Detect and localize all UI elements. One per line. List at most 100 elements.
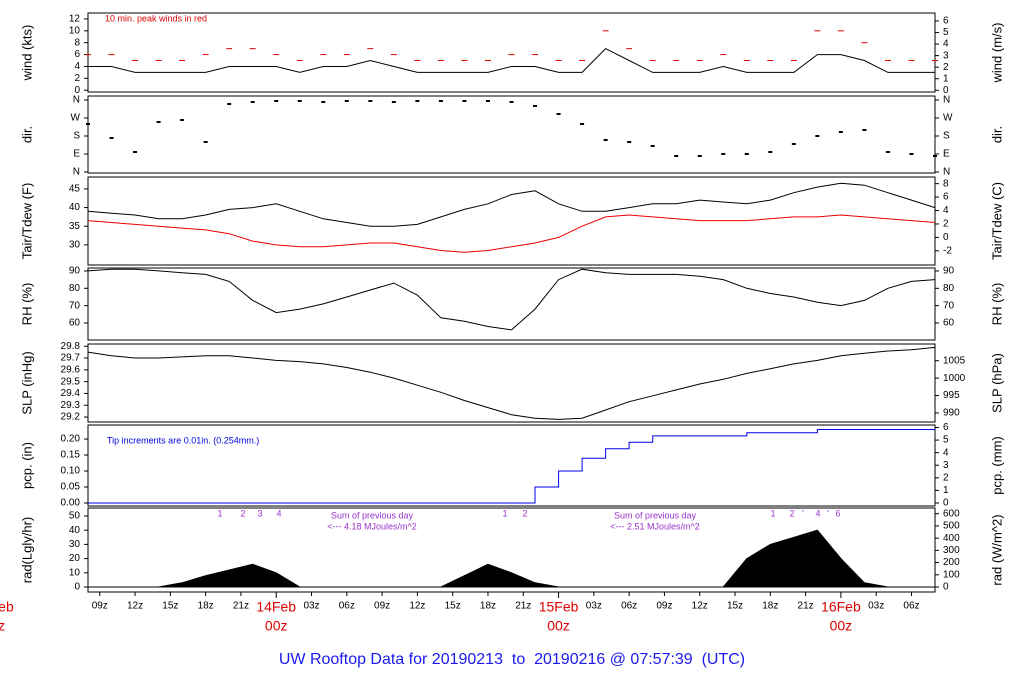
point [321,101,326,103]
x-tick-label: 03z [586,601,602,612]
panel-frame [87,343,936,423]
point [180,119,185,121]
point [674,155,679,157]
date-label: 16Feb [821,599,861,615]
y-tick-label: 29.6 [61,364,81,375]
annotation: Tip increments are 0.01in. (0.254mm.) [107,435,259,445]
y2-tick-label: 0 [943,85,949,96]
point [297,100,302,102]
date-hour-label: 00z [547,618,570,634]
y2-tick-label: 4 [943,39,949,50]
annotation: 10 min. peak winds in red [105,13,207,23]
y2-axis-label: dir. [989,126,1004,143]
y2-tick-label: 90 [943,266,955,277]
y2-tick-label: 100 [943,569,960,580]
series-line [87,346,936,420]
y2-tick-label: 5 [943,435,949,446]
x-tick-label: 21z [233,601,249,612]
point [156,121,161,123]
y-tick-label: 30 [69,539,81,550]
y2-tick-label: -2 [943,245,952,256]
y-tick-label: 10 [69,567,81,578]
y2-tick-label: 8 [943,178,949,189]
y2-tick-label: 600 [943,508,960,519]
y-tick-label: 40 [69,525,81,536]
y-tick-label: 50 [69,511,81,522]
y-tick-label: 35 [69,221,81,232]
point [203,141,208,143]
y-tick-label: 70 [69,300,81,311]
y-tick-label: 4 [74,61,80,72]
y2-tick-label: 1000 [943,373,966,384]
point [227,103,232,105]
y-tick-label: 2 [74,73,80,84]
y-tick-label: S [73,131,80,142]
date-hour-label: 00z [0,618,5,634]
point [250,101,255,103]
x-tick-label: 18z [480,601,496,612]
y-axis-label: rad(Lgly/hr) [19,517,34,583]
y-tick-label: 8 [74,37,80,48]
point [438,100,443,102]
y2-tick-label: 80 [943,283,955,294]
y2-tick-label: N [943,167,950,178]
point [462,100,467,102]
y-tick-label: N [73,95,80,106]
point [109,137,114,139]
x-tick-label: 06z [339,601,355,612]
x-tick-label: 15z [727,601,743,612]
y-tick-label: 20 [69,553,81,564]
point [485,100,490,102]
point [368,100,373,102]
y-axis-label: dir. [19,126,34,143]
x-tick-label: 15z [162,601,178,612]
y-tick-label: 12 [69,14,81,25]
day-mark: 1 [502,508,507,518]
point [627,141,632,143]
annotation: Sum of previous day [614,510,697,520]
point [791,143,796,145]
point [815,135,820,137]
day-mark: ' [827,508,829,518]
point [721,153,726,155]
day-mark: 3 [257,508,262,518]
y-axis-label: Tair/Tdew (F) [19,183,34,260]
y-tick-label: 6 [74,49,80,60]
panel-frame [87,176,936,266]
point [909,153,914,155]
y-tick-label: 0.10 [61,466,81,477]
point [391,101,396,103]
x-tick-label: 21z [798,601,814,612]
y2-axis-label: RH (%) [989,283,1004,326]
y2-axis-label: rad (W/m^2) [989,514,1004,585]
y2-tick-label: 0 [943,498,949,509]
day-mark: 2 [789,508,794,518]
x-tick-label: 09z [656,601,672,612]
date-label: 13Feb [0,599,14,615]
y2-axis-label: pcp. (mm) [989,436,1004,495]
day-mark: 6 [835,508,840,518]
y-tick-label: 90 [69,266,81,277]
point [86,123,90,125]
date-hour-label: 00z [265,618,288,634]
y-tick-label: 30 [69,240,81,251]
y-tick-label: 0.05 [61,482,81,493]
x-tick-label: 12z [127,601,143,612]
x-tick-label: 18z [762,601,778,612]
x-tick-label: 09z [374,601,390,612]
series-step [88,429,935,504]
y-tick-label: 29.8 [61,341,81,352]
date-label: 15Feb [539,599,579,615]
x-tick-label: 09z [92,601,108,612]
day-mark: 1 [770,508,775,518]
point [768,151,773,153]
y2-tick-label: 300 [943,545,960,556]
date-label: 14Feb [256,599,296,615]
y-tick-label: 45 [69,184,81,195]
y2-tick-label: 3 [943,50,949,61]
day-mark: ' [802,508,804,518]
y2-axis-label: wind (m/s) [989,23,1004,84]
point [133,151,138,153]
y2-tick-label: E [943,149,950,160]
y2-tick-label: 2 [943,472,949,483]
